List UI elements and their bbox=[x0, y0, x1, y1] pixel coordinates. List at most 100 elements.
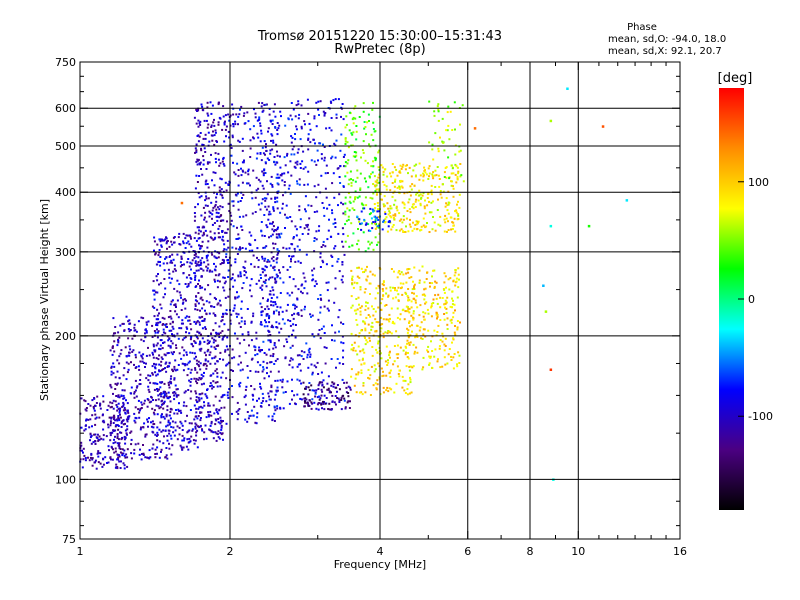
data-point bbox=[194, 422, 197, 425]
data-point bbox=[333, 301, 336, 304]
data-point bbox=[362, 151, 365, 154]
x-tick-label: 8 bbox=[527, 545, 534, 558]
data-point bbox=[147, 320, 150, 323]
data-point bbox=[195, 321, 198, 324]
data-point bbox=[308, 399, 311, 402]
data-point bbox=[220, 426, 223, 429]
data-point bbox=[197, 302, 200, 305]
data-point bbox=[420, 197, 422, 200]
data-point bbox=[342, 203, 345, 206]
data-point bbox=[135, 395, 138, 398]
data-point bbox=[215, 331, 218, 334]
data-point bbox=[109, 456, 112, 459]
data-point bbox=[146, 418, 149, 421]
data-point bbox=[213, 124, 216, 127]
data-point bbox=[396, 365, 399, 368]
data-point bbox=[213, 143, 216, 146]
data-point bbox=[127, 411, 130, 414]
data-point bbox=[231, 200, 234, 203]
data-point bbox=[304, 208, 306, 211]
data-point bbox=[328, 203, 331, 206]
data-point bbox=[137, 408, 140, 411]
data-point bbox=[404, 310, 407, 313]
data-point bbox=[198, 321, 201, 324]
data-point bbox=[112, 392, 114, 395]
data-point bbox=[423, 207, 426, 210]
data-point bbox=[210, 126, 213, 128]
data-point bbox=[203, 147, 206, 150]
data-point bbox=[204, 151, 207, 153]
data-point bbox=[124, 442, 127, 445]
data-point bbox=[237, 363, 240, 366]
data-point bbox=[361, 349, 364, 352]
data-point bbox=[385, 185, 388, 188]
data-point bbox=[352, 286, 355, 289]
data-point bbox=[348, 129, 351, 132]
data-point bbox=[228, 136, 231, 139]
data-point bbox=[431, 350, 434, 352]
data-point bbox=[421, 265, 424, 268]
data-point bbox=[433, 285, 436, 288]
data-point bbox=[320, 327, 323, 330]
data-point bbox=[171, 420, 174, 423]
data-point bbox=[230, 313, 233, 316]
data-point bbox=[458, 354, 461, 357]
data-point bbox=[193, 219, 196, 222]
data-point bbox=[262, 366, 265, 369]
data-point bbox=[181, 319, 184, 322]
data-point bbox=[135, 366, 138, 368]
data-point bbox=[367, 223, 370, 226]
data-point bbox=[383, 168, 386, 171]
data-point bbox=[223, 140, 226, 143]
data-point bbox=[377, 219, 380, 221]
data-point bbox=[307, 133, 310, 136]
data-point bbox=[432, 302, 435, 304]
data-point bbox=[235, 312, 238, 315]
data-point bbox=[266, 157, 269, 160]
data-point bbox=[327, 281, 330, 284]
data-point bbox=[549, 368, 553, 371]
data-point bbox=[178, 410, 181, 413]
data-point bbox=[114, 435, 116, 438]
data-point bbox=[263, 259, 266, 262]
data-point bbox=[322, 110, 325, 113]
data-point bbox=[221, 395, 224, 398]
data-point bbox=[443, 303, 446, 306]
data-point bbox=[227, 259, 230, 261]
data-point bbox=[212, 121, 215, 124]
data-point bbox=[166, 326, 168, 328]
data-point bbox=[179, 294, 182, 297]
data-point bbox=[290, 174, 293, 177]
data-point bbox=[213, 232, 216, 235]
data-point bbox=[428, 231, 431, 233]
data-point bbox=[168, 429, 171, 432]
data-point bbox=[268, 330, 270, 333]
data-point bbox=[200, 147, 202, 150]
data-point bbox=[141, 403, 144, 406]
data-point bbox=[152, 343, 155, 346]
data-point bbox=[447, 278, 450, 281]
data-point bbox=[369, 230, 372, 232]
data-point bbox=[139, 373, 142, 376]
data-point bbox=[393, 322, 396, 325]
data-point bbox=[160, 430, 163, 433]
data-point bbox=[110, 373, 113, 376]
data-point bbox=[354, 377, 357, 380]
data-point bbox=[141, 453, 143, 455]
data-point bbox=[180, 446, 183, 449]
data-point bbox=[278, 250, 281, 253]
data-point bbox=[183, 251, 186, 254]
data-point bbox=[95, 402, 98, 404]
data-point bbox=[291, 314, 294, 317]
data-point bbox=[300, 314, 303, 317]
data-point bbox=[123, 438, 126, 441]
data-point bbox=[409, 376, 411, 379]
data-point bbox=[272, 242, 274, 245]
data-point bbox=[232, 123, 235, 125]
data-point bbox=[114, 419, 117, 422]
data-point bbox=[321, 390, 324, 393]
data-point bbox=[409, 218, 411, 221]
data-point bbox=[123, 454, 126, 457]
data-point bbox=[369, 243, 371, 246]
data-point bbox=[394, 213, 397, 216]
